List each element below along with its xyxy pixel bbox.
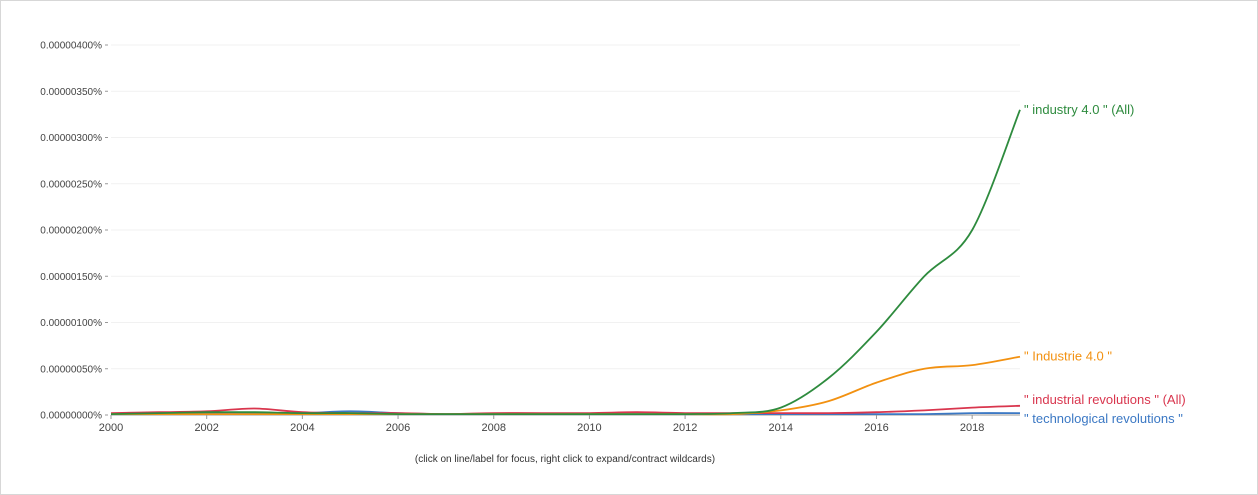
y-tick-label: 0.00000250%	[40, 179, 102, 190]
y-tick-label: 0.00000150%	[40, 272, 102, 283]
series-label[interactable]: " industrial revolutions " (All)	[1024, 392, 1186, 407]
x-axis: 2000 2002 2004 2006 2008 2010 2012 2014 2016 2018	[99, 414, 1020, 434]
x-tick-label: 2002	[194, 422, 218, 434]
x-tick-label: 2010	[577, 422, 601, 434]
series-line[interactable]	[110, 404, 1021, 416]
y-tick-label: 0.00000100%	[40, 318, 102, 329]
series-label[interactable]: " industry 4.0 " (All)	[1024, 102, 1134, 117]
x-tick-label: 2006	[386, 422, 410, 434]
x-tick-label: 2012	[673, 422, 697, 434]
x-tick-label: 2008	[481, 422, 505, 434]
series-label[interactable]: " technological revolutions "	[1024, 411, 1183, 426]
y-axis: 0.00000000% 0.00000050% 0.00000100% 0.00000…	[40, 41, 108, 422]
series-line[interactable]	[111, 355, 1021, 416]
series-label[interactable]: " Industrie 4.0 "	[1024, 349, 1112, 364]
series-line[interactable]	[110, 109, 1021, 416]
y-tick-label: 0.00000300%	[40, 133, 102, 144]
y-tick-label: 0.00000400%	[40, 41, 102, 52]
y-tick-label: 0.00000050%	[40, 364, 102, 375]
gridlines	[111, 44, 1020, 416]
y-tick-label: 0.00000200%	[40, 226, 102, 237]
x-tick-label: 2004	[290, 422, 314, 434]
series-lines	[110, 109, 1021, 416]
y-tick-label: 0.00000000%	[40, 411, 102, 422]
x-tick-label: 2016	[864, 422, 888, 434]
x-tick-label: 2018	[960, 422, 984, 434]
chart-instructions: (click on line/label for focus, right cl…	[415, 454, 715, 465]
series-labels: " industry 4.0 " (All) " Industrie 4.0 " "…	[1024, 102, 1186, 426]
x-tick-label: 2014	[769, 422, 793, 434]
x-tick-label: 2000	[99, 422, 123, 434]
y-tick-label: 0.00000350%	[40, 87, 102, 98]
